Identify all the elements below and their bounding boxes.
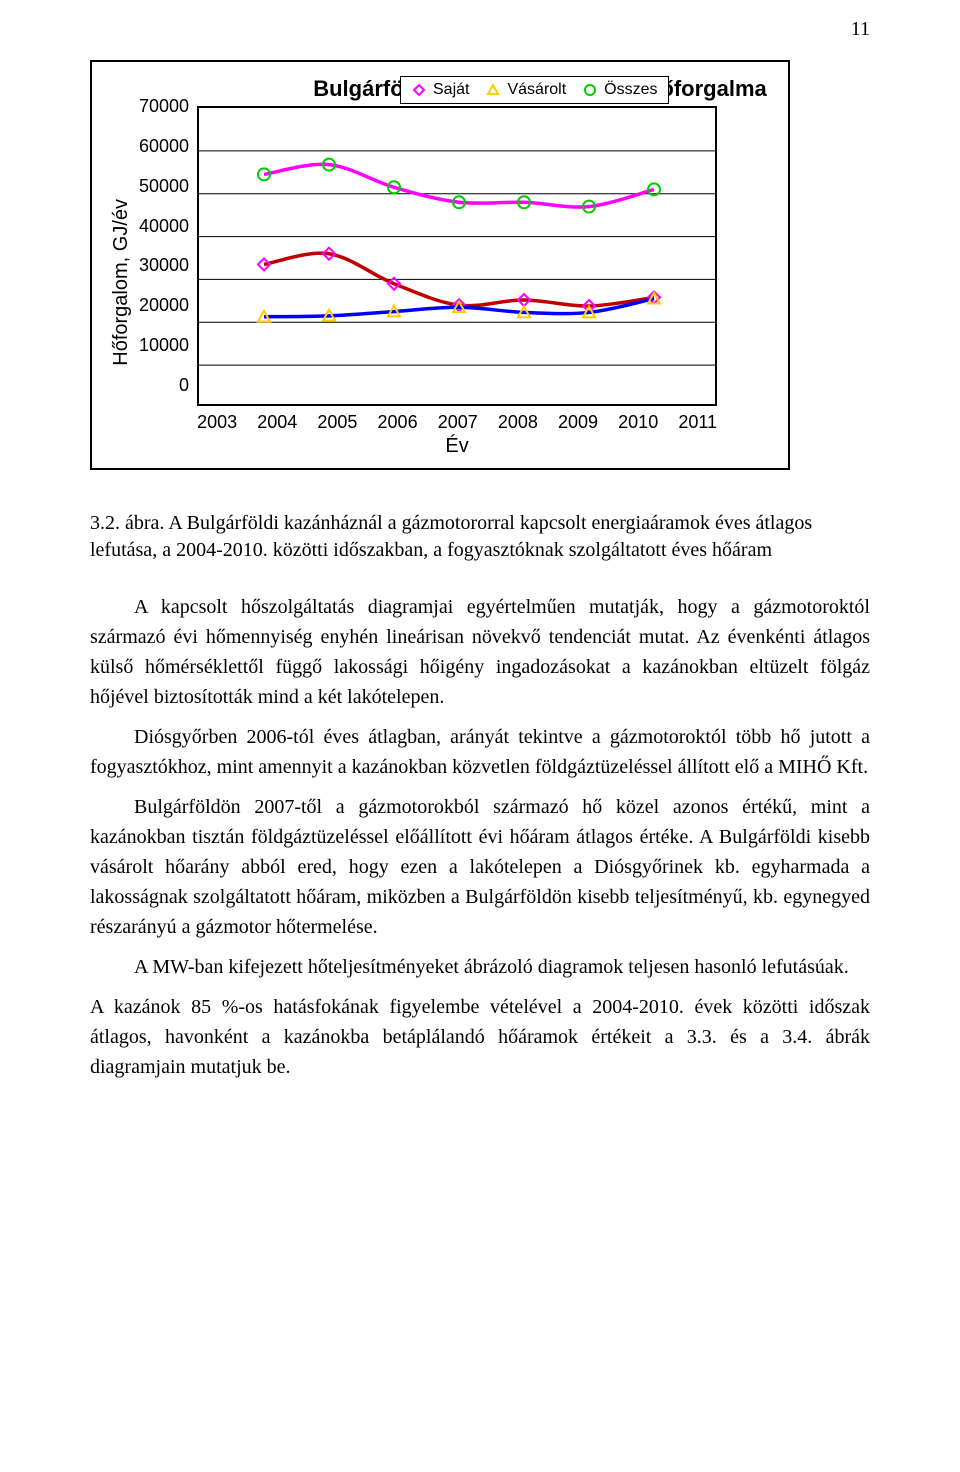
y-tick-label: 40000 (139, 216, 189, 237)
chart-container: Bulgárföldi kazánház évenkénti hőforgalm… (90, 60, 790, 470)
legend-item: Összes (582, 81, 657, 99)
paragraph: A kazánok 85 %-os hatásfokának figyelemb… (90, 992, 870, 1082)
y-tick-label: 30000 (139, 255, 189, 276)
chart-legend: Saját Vásárolt Összes (400, 76, 669, 104)
x-tick-label: 2008 (498, 412, 538, 433)
y-tick-label: 10000 (139, 335, 189, 356)
x-axis-ticks: 2003 2004 2005 2006 2007 2008 2009 2010 2011 (197, 412, 717, 433)
x-tick-label: 2010 (618, 412, 658, 433)
legend-label: Vásárolt (507, 81, 566, 99)
x-tick-label: 2011 (678, 412, 717, 433)
x-tick-label: 2009 (558, 412, 598, 433)
y-axis-label: Hőforgalom, GJ/év (110, 199, 133, 366)
x-tick-label: 2003 (197, 412, 237, 433)
y-axis-ticks: 70000 60000 50000 40000 30000 20000 10000 0 (139, 96, 197, 396)
page: 11 Bulgárföldi kazánház évenkénti hőforg… (0, 0, 960, 1152)
legend-label: Saját (433, 81, 469, 99)
paragraph: A MW-ban kifejezett hőteljesítményeket á… (90, 952, 870, 982)
paragraph: Bulgárföldön 2007-től a gázmotorokból sz… (90, 792, 870, 942)
x-tick-label: 2006 (378, 412, 418, 433)
figure-caption-text: A Bulgárföldi kazánháznál a gázmotororra… (90, 512, 812, 561)
chart-body: Hőforgalom, GJ/év 7000060000500004000030… (110, 106, 770, 458)
legend-item: Saját (411, 81, 469, 99)
y-tick-label: 50000 (139, 176, 189, 197)
figure-caption: 3.2. ábra. A Bulgárföldi kazánháznál a g… (90, 510, 870, 564)
figure-caption-label: 3.2. ábra. (90, 512, 164, 534)
y-tick-label: 60000 (139, 136, 189, 157)
legend-item: Vásárolt (485, 81, 566, 99)
x-tick-label: 2004 (257, 412, 297, 433)
y-tick-label: 70000 (139, 96, 189, 117)
x-tick-label: 2005 (317, 412, 357, 433)
y-tick-label: 0 (179, 375, 189, 396)
y-tick-label: 20000 (139, 295, 189, 316)
legend-label: Összes (604, 81, 657, 99)
paragraph: A kapcsolt hőszolgáltatás diagramjai egy… (90, 592, 870, 712)
paragraph: Diósgyőrben 2006-tól éves átlagban, arán… (90, 722, 870, 782)
chart-plot-area (197, 106, 717, 406)
page-number: 11 (851, 18, 870, 41)
x-tick-label: 2007 (438, 412, 478, 433)
x-axis-label: Év (197, 435, 717, 458)
